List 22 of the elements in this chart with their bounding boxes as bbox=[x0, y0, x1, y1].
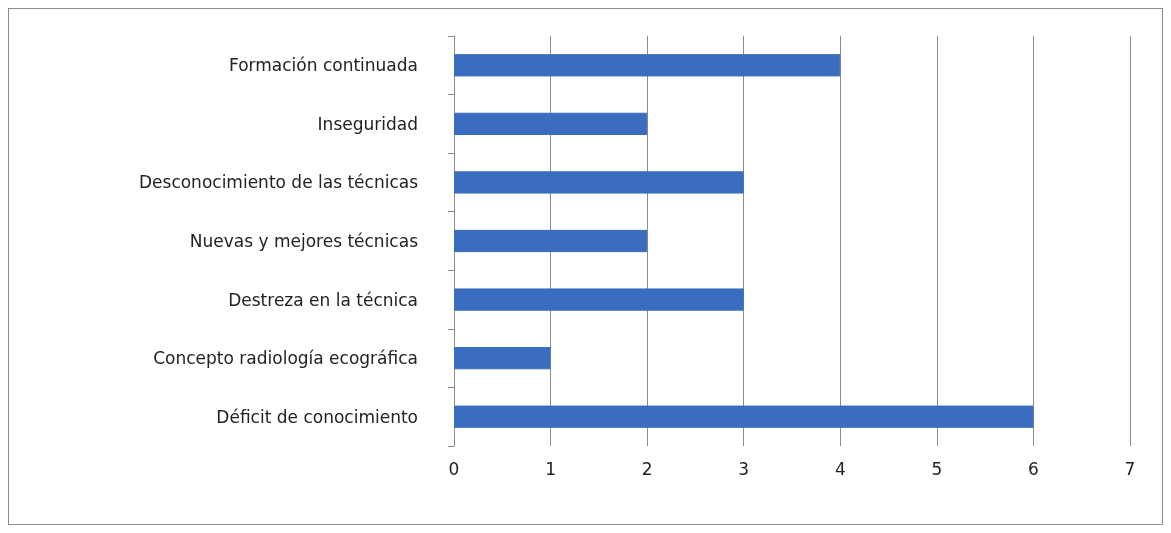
y-tick-label: Concepto radiología ecográfica bbox=[153, 348, 418, 369]
y-tick-label: Inseguridad bbox=[317, 113, 418, 134]
y-tick-label: Nuevas y mejores técnicas bbox=[189, 231, 419, 251]
x-tick-label: 5 bbox=[931, 458, 943, 479]
bar bbox=[454, 288, 744, 311]
bar bbox=[454, 229, 648, 253]
y-tick-label: Desconocimiento de las técnicas bbox=[138, 172, 419, 193]
bar bbox=[454, 54, 841, 77]
bar bbox=[454, 347, 551, 370]
x-tick-label: 3 bbox=[738, 458, 750, 479]
x-tick-label: 2 bbox=[641, 458, 653, 479]
bar bbox=[454, 112, 648, 135]
x-tick-label: 0 bbox=[448, 458, 460, 479]
x-tick-label: 6 bbox=[1028, 458, 1039, 479]
bar bbox=[454, 171, 744, 194]
x-tick-label: 1 bbox=[545, 458, 556, 479]
y-tick-label: Formación continuada bbox=[229, 55, 418, 76]
x-tick-label: 7 bbox=[1124, 458, 1136, 479]
y-tick-label: Destreza en la técnica bbox=[228, 289, 418, 310]
bar bbox=[454, 405, 1034, 428]
x-tick-label: 4 bbox=[834, 458, 846, 479]
y-tick-label: Déficit de conocimiento bbox=[216, 406, 418, 427]
